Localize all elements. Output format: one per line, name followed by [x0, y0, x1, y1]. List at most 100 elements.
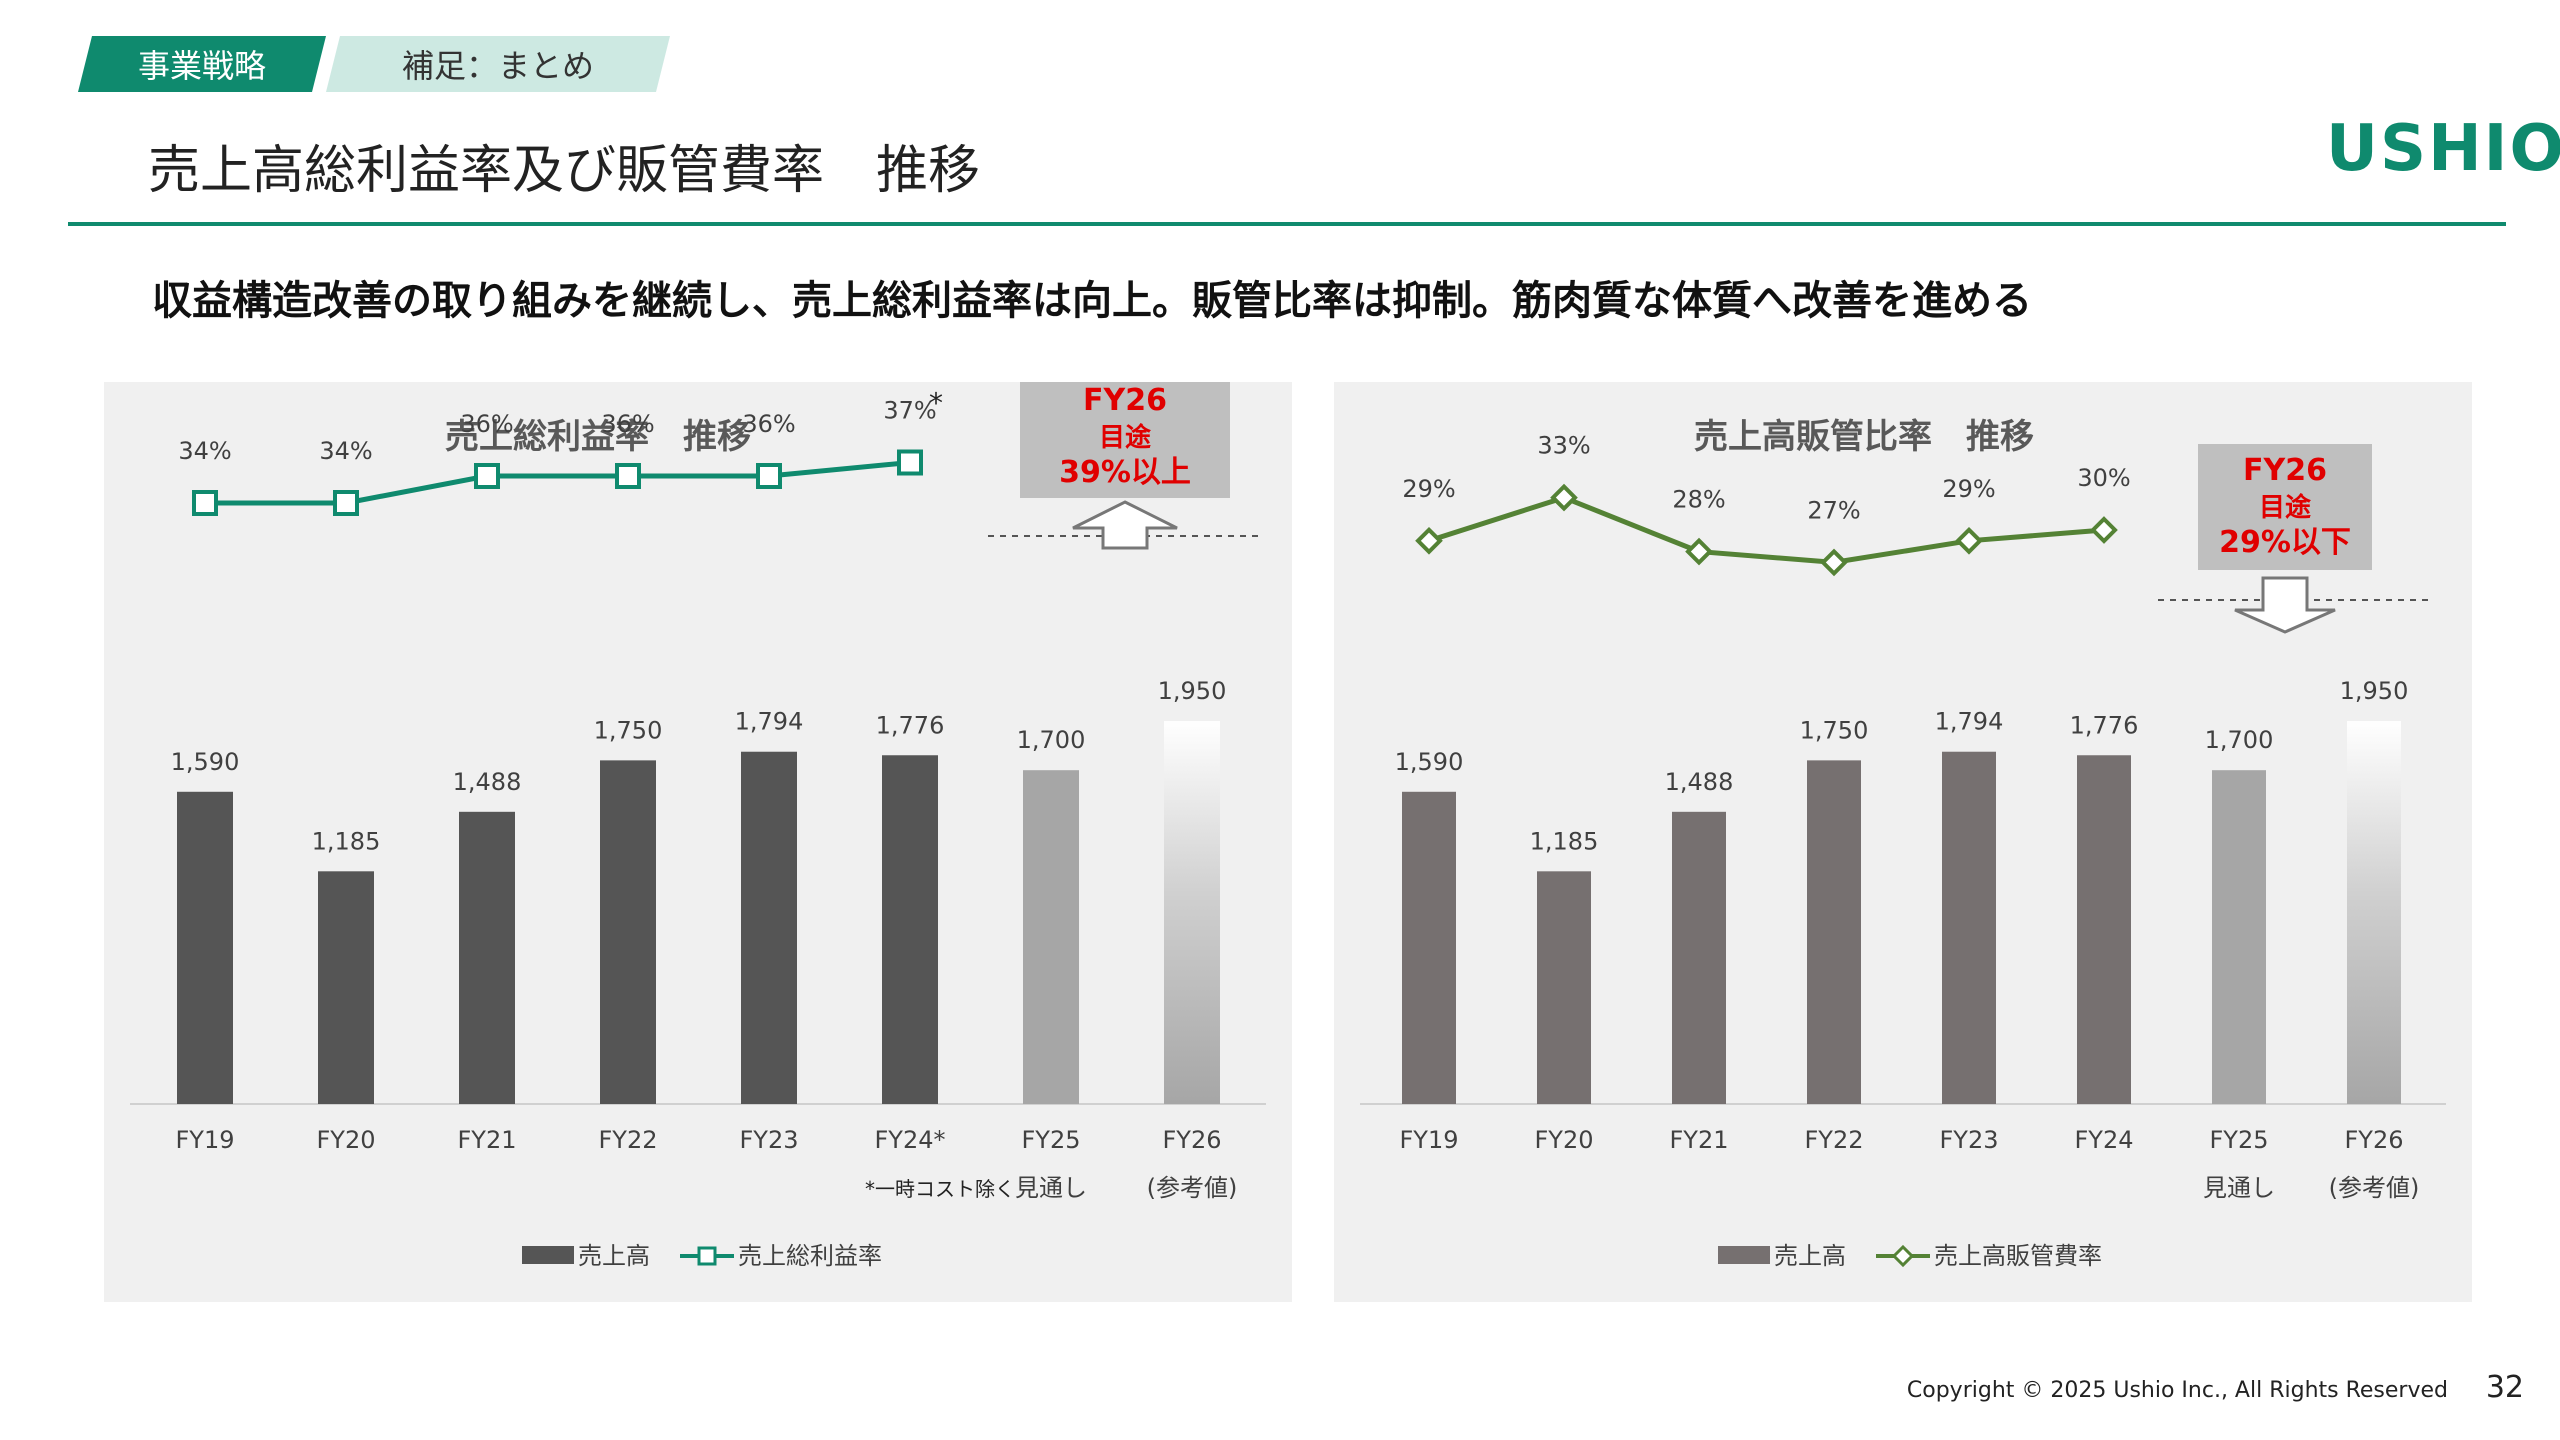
target-callout-box — [1020, 374, 1230, 498]
line-point-marker — [1955, 526, 1983, 555]
legend-line-marker — [697, 1246, 717, 1266]
bar-value-label: 1,776 — [876, 711, 945, 739]
down-arrow-icon — [2234, 576, 2336, 634]
bar-value-label: 1,185 — [1530, 827, 1599, 855]
line-point-marker — [1820, 548, 1848, 577]
bar-fy24 — [2077, 755, 2131, 1104]
bar-fy20 — [1537, 871, 1591, 1104]
bar-value-label: 1,950 — [1158, 677, 1227, 705]
bar-fy19 — [1402, 791, 1456, 1104]
bar-fy24 — [882, 755, 938, 1104]
category-label: FY24 — [2074, 1126, 2133, 1154]
category-label: FY25 — [2209, 1126, 2268, 1154]
category-sublabel: (参考値) — [2329, 1174, 2420, 1202]
ratio-line — [1428, 494, 2105, 565]
legend-line-marker — [1891, 1244, 1915, 1268]
line-point-marker — [333, 490, 359, 516]
category-label: FY22 — [598, 1126, 657, 1154]
line-point-marker — [756, 463, 782, 489]
target-callout-text: 39%以上 — [1059, 455, 1191, 490]
line-point-marker — [615, 463, 641, 489]
bar-value-label: 1,185 — [312, 827, 381, 855]
bar-fy19 — [177, 791, 233, 1104]
bar-value-label: 1,700 — [1017, 726, 1086, 754]
category-label: FY25 — [1021, 1126, 1080, 1154]
sga-ratio-chart: 売上高販管比率 推移 1,590 FY19 1,185 FY20 1,488 FY21 1,7… — [1360, 417, 2446, 1270]
legend-bar-label: 売上高 — [578, 1242, 650, 1270]
line-point-marker — [2090, 516, 2118, 544]
legend-bar-swatch — [1718, 1246, 1770, 1264]
category-label: FY20 — [1534, 1126, 1593, 1154]
bar-value-label: 1,950 — [2340, 677, 2409, 705]
target-callout-text: FY26 — [1083, 383, 1167, 418]
bar-value-label: 1,794 — [1935, 708, 2004, 736]
category-label: FY24* — [874, 1126, 945, 1154]
bar-fy23 — [741, 751, 797, 1104]
bar-value-label: 1,776 — [2070, 711, 2139, 739]
legend-bar-label: 売上高 — [1774, 1242, 1846, 1270]
bar-fy22 — [600, 760, 656, 1104]
bar-value-label: 1,488 — [1665, 768, 1734, 796]
chart-title: 売上総利益率 推移 — [445, 417, 751, 457]
line-point-marker — [1415, 526, 1443, 555]
line-value-label: 33% — [1537, 432, 1590, 460]
ushio-logo: USHIO — [2326, 112, 2560, 186]
line-value-label: 37% — [883, 397, 936, 425]
category-label: FY20 — [316, 1126, 375, 1154]
footnote: *一時コスト除く — [865, 1177, 1015, 1201]
category-label: FY26 — [1162, 1126, 1221, 1154]
annotation-asterisk: * — [929, 387, 943, 420]
category-sublabel: (参考値) — [1147, 1174, 1238, 1202]
legend-line-label: 売上高販管費率 — [1934, 1242, 2102, 1270]
line-point-marker — [192, 490, 218, 516]
category-sublabel: 見通し — [1015, 1174, 1087, 1202]
legend-bar-swatch — [522, 1246, 574, 1264]
chart-title: 売上高販管比率 推移 — [1694, 417, 2034, 457]
category-label: FY19 — [175, 1126, 234, 1154]
bar-value-label: 1,750 — [594, 716, 663, 744]
gross-margin-panel: 売上総利益率 推移 1,590 FY19 1,185 FY20 1,488 FY21 1,75… — [104, 374, 1292, 1302]
category-label: FY21 — [1669, 1126, 1728, 1154]
target-callout-text: FY26 — [2243, 453, 2327, 488]
target-callout-text: 29%以下 — [2219, 525, 2351, 560]
category-label: FY21 — [457, 1126, 516, 1154]
line-value-label: 36% — [601, 410, 654, 438]
category-label: FY23 — [1939, 1126, 1998, 1154]
bar-fy23 — [1942, 751, 1996, 1104]
category-label: FY23 — [739, 1126, 798, 1154]
bar-fy21 — [459, 811, 515, 1104]
line-point-marker — [1550, 483, 1578, 512]
category-label: FY22 — [1804, 1126, 1863, 1154]
bar-value-label: 1,700 — [2205, 726, 2274, 754]
bar-fy25 — [2212, 770, 2266, 1104]
bar-value-label: 1,590 — [171, 748, 240, 776]
bar-fy25 — [1023, 770, 1079, 1104]
gross-margin-chart: 売上総利益率 推移 1,590 FY19 1,185 FY20 1,488 FY21 1,75… — [130, 374, 1266, 1270]
copyright: Copyright © 2025 Ushio Inc., All Rights … — [1906, 1378, 2448, 1403]
line-value-label: 36% — [742, 410, 795, 438]
category-label: FY26 — [2344, 1126, 2403, 1154]
page-number: 32 — [2485, 1370, 2524, 1405]
tab-summary: 補足：まとめ — [326, 36, 670, 92]
bar-value-label: 1,750 — [1800, 716, 1869, 744]
page-title: 売上高総利益率及び販管費率 推移 — [148, 141, 981, 201]
ratio-line — [205, 460, 911, 506]
target-callout-box — [2198, 444, 2372, 570]
line-value-label: 36% — [460, 410, 513, 438]
category-label: FY19 — [1399, 1126, 1458, 1154]
line-value-label: 34% — [178, 437, 231, 465]
line-point-marker — [474, 463, 500, 489]
sga-ratio-panel: 売上高販管比率 推移 1,590 FY19 1,185 FY20 1,488 FY21 1,7… — [1334, 382, 2472, 1302]
line-value-label: 34% — [319, 437, 372, 465]
bar-value-label: 1,590 — [1395, 748, 1464, 776]
line-value-label: 28% — [1672, 486, 1725, 514]
line-value-label: 29% — [1942, 475, 1995, 503]
bar-fy20 — [318, 871, 374, 1104]
tab-strategy: 事業戦略 — [78, 36, 326, 92]
key-message: 収益構造改善の取り組みを継続し、売上総利益率は向上。販管比率は抑制。筋肉質な体質… — [152, 278, 2032, 324]
line-point-marker — [1685, 537, 1713, 566]
bar-value-label: 1,488 — [453, 768, 522, 796]
category-sublabel: 見通し — [2203, 1174, 2275, 1202]
title-divider — [68, 222, 2506, 226]
bar-fy21 — [1672, 811, 1726, 1104]
